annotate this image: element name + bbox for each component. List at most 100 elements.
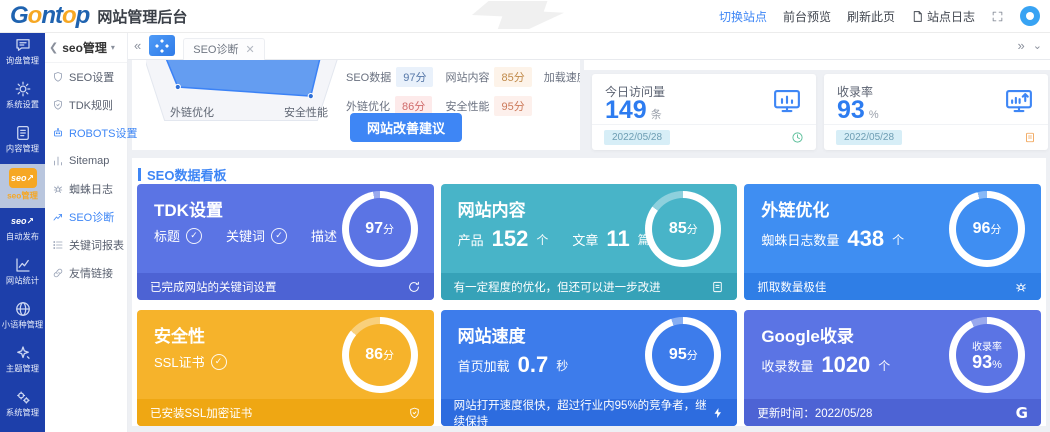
- trend-icon: [52, 211, 64, 223]
- monitor-bars-icon: [770, 86, 804, 116]
- tabs-scroll-right-icon[interactable]: »: [1017, 38, 1025, 53]
- score-ring: 97分: [341, 191, 418, 267]
- seo-icon: seo ↗: [8, 168, 37, 188]
- check-icon: ✓: [186, 227, 203, 244]
- score-badge: 95分: [494, 96, 532, 116]
- gears-icon: [0, 388, 45, 406]
- document-icon: [0, 124, 45, 142]
- shield-check-icon: [408, 406, 421, 420]
- file-icon: [911, 10, 924, 23]
- score-badge: 97分: [396, 67, 434, 87]
- tabs-scroll-left-icon[interactable]: «: [134, 38, 142, 53]
- score-ring: 86分: [341, 317, 418, 393]
- document-icon: [711, 280, 724, 294]
- spider-icon: [52, 183, 64, 195]
- header-actions: 切换站点 前台预览 刷新此页 站点日志: [719, 0, 1040, 32]
- card-site-content[interactable]: 网站内容 产品 152 个 文章 11 篇 85分 有一定程度的优化，但还可以进一步改进: [440, 184, 738, 300]
- seo-publish-icon: seo↗: [10, 216, 35, 226]
- submenu-header: ❮ seo管理 ▾: [45, 32, 127, 63]
- shield-icon: [52, 99, 64, 111]
- gear-icon: [0, 80, 45, 98]
- globe-icon: [0, 300, 45, 318]
- card-grid: TDK设置 标题✓ 关键词✓ 描述✓ 97分 已完成网站的关键词设置 网站内容 …: [137, 184, 1041, 426]
- seo-submenu: ❮ seo管理 ▾ SEO设置 TDK规则 ROBOTS设置 Sitemap 蜘…: [45, 32, 137, 432]
- switch-site-link[interactable]: 切换站点: [718, 9, 767, 24]
- score-badge: 86分: [395, 96, 433, 116]
- user-avatar[interactable]: [1020, 6, 1040, 26]
- kpi-card-today-visits[interactable]: 今日访问量 149 条 2022/05/28: [592, 74, 816, 150]
- check-icon: ✓: [210, 353, 227, 370]
- sidebar-item-system-settings[interactable]: 系统设置: [0, 76, 45, 120]
- refresh-page-link[interactable]: 刷新此页: [846, 9, 895, 24]
- date-badge: 2022/05/28: [836, 130, 903, 145]
- card-tdk-settings[interactable]: TDK设置 标题✓ 关键词✓ 描述✓ 97分 已完成网站的关键词设置: [137, 184, 434, 300]
- link-icon: [52, 267, 64, 279]
- collapse-icon[interactable]: ❮: [49, 41, 59, 54]
- score-security: 安全性能 95分: [445, 96, 532, 116]
- kpi-card-index-rate[interactable]: 收录率 93% 2022/05/28: [824, 74, 1048, 150]
- score-backlinks: 外链优化 86分: [346, 96, 433, 116]
- seo-data-board: SEO数据看板 TDK设置 标题✓ 关键词✓ 描述✓ 97分 已完成网站的关键词…: [132, 158, 1046, 426]
- sidebar-item-content[interactable]: 内容管理: [0, 120, 45, 164]
- card-google-index[interactable]: Google收录 收录数量 1020 个 收录率 93% 更新时间：2022/05/…: [744, 310, 1041, 426]
- radar-axis-label-left: 外链优化: [170, 107, 214, 119]
- main-sidebar: 询盘管理 系统设置 内容管理 seo ↗ seo管理 seo↗ 自动发布 网站统计…: [0, 32, 45, 432]
- sidebar-item-system-admin[interactable]: 系统管理: [0, 384, 45, 428]
- list-icon: [52, 239, 64, 251]
- preview-link[interactable]: 前台预览: [782, 9, 831, 24]
- score-badge: 85分: [494, 67, 532, 87]
- score-ring: 收录率 93%: [948, 317, 1025, 393]
- tab-seo-diagnosis[interactable]: SEO诊断 ✕: [183, 37, 265, 60]
- board-title: SEO数据看板: [138, 165, 226, 184]
- submenu-item-spider-log[interactable]: 蜘蛛日志: [45, 175, 127, 203]
- app-title: 网站管理后台: [97, 8, 188, 26]
- card-backlink-optimization[interactable]: 外链优化 蜘蛛日志数量 438 个 96分 抓取数量极佳: [744, 184, 1041, 300]
- top-header: Gontop 网站管理后台 切换站点 前台预览 刷新此页 站点日志: [0, 0, 1050, 33]
- card-site-speed[interactable]: 网站速度 首页加载 0.7 秒 95分 网站打开速度很快，超过行业内95%的竞争者，…: [440, 310, 738, 426]
- radar-chart: [146, 60, 338, 121]
- fullscreen-icon[interactable]: [991, 10, 1004, 23]
- sidebar-item-inquiry[interactable]: 询盘管理: [0, 32, 45, 76]
- check-icon: ✓: [271, 227, 288, 244]
- scrolled-panel-remnant: [584, 60, 1050, 70]
- bar-chart-icon: [52, 155, 64, 167]
- chart-line-icon: [0, 256, 45, 274]
- sidebar-item-auto-publish[interactable]: seo↗ 自动发布: [0, 208, 45, 252]
- tabs-menu-icon[interactable]: ⌄: [1032, 40, 1042, 52]
- score-content: 网站内容 85分: [445, 67, 532, 87]
- submenu-item-seo-settings[interactable]: SEO设置: [45, 63, 127, 91]
- robot-icon: [52, 127, 64, 139]
- report-icon: [1024, 131, 1036, 144]
- lightning-icon: [712, 406, 724, 420]
- sidebar-item-site-stats[interactable]: 网站统计: [0, 252, 45, 296]
- sidebar-item-languages[interactable]: 小语种管理: [0, 296, 45, 340]
- score-ring: 96分: [948, 191, 1025, 267]
- submenu-item-sitemap[interactable]: Sitemap: [45, 147, 127, 175]
- submenu-item-keyword-report[interactable]: 关键词报表: [45, 231, 127, 259]
- submenu-item-tdk-rules[interactable]: TDK规则: [45, 91, 127, 119]
- radar-axis-label-right: 安全性能: [284, 107, 328, 119]
- submenu-item-friend-links[interactable]: 友情链接: [45, 259, 127, 287]
- chevron-down-icon: ▾: [110, 42, 115, 52]
- diamond-grid-icon: [155, 38, 170, 53]
- score-ring: 95分: [645, 317, 722, 393]
- submenu-title[interactable]: seo管理: [62, 40, 107, 55]
- submenu-item-seo-diagnosis[interactable]: SEO诊断: [45, 203, 127, 231]
- card-security[interactable]: 安全性 SSL证书 ✓ 86分 已安装SSL加密证书: [137, 310, 434, 426]
- site-log-link[interactable]: 站点日志: [911, 8, 975, 25]
- chat-icon: [0, 36, 45, 54]
- theme-icon: [0, 344, 45, 362]
- tab-bar: « SEO诊断 ✕ » ⌄: [128, 32, 1050, 60]
- clock-icon: [791, 131, 804, 144]
- date-badge: 2022/05/28: [604, 130, 671, 145]
- home-tab[interactable]: [149, 35, 176, 56]
- close-icon[interactable]: ✕: [245, 43, 255, 56]
- improve-suggestion-button[interactable]: 网站改善建议: [350, 113, 463, 142]
- sidebar-item-theme[interactable]: 主题管理: [0, 340, 45, 384]
- logo: Gontop 网站管理后台: [10, 3, 187, 29]
- seo-overview-panel: 外链优化 安全性能 SEO数据 97分 网站内容 85分 加载速度 96分 外链…: [132, 60, 580, 150]
- shield-icon: [52, 71, 64, 83]
- header-watermark: [472, 1, 564, 29]
- sidebar-item-seo[interactable]: seo ↗ seo管理: [0, 164, 45, 208]
- submenu-item-robots[interactable]: ROBOTS设置: [45, 119, 137, 147]
